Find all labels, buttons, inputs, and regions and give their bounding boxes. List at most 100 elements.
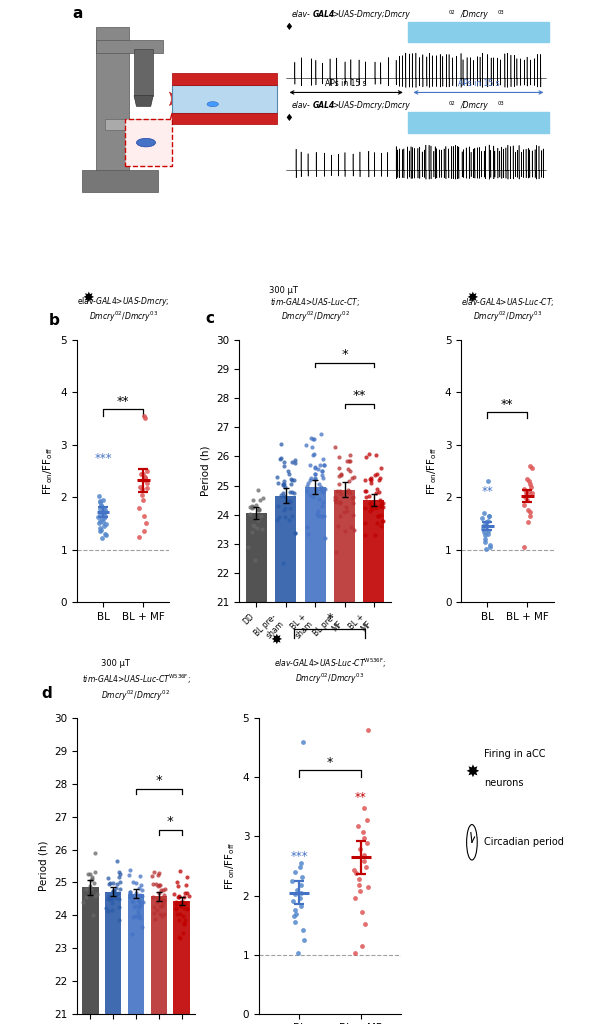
Point: [137, 878, 146, 894]
Text: APs in 15 s: APs in 15 s: [458, 79, 499, 88]
Point: [97, 511, 106, 527]
Point: [336, 466, 346, 482]
Point: [256, 521, 266, 538]
Point: [154, 878, 164, 894]
Point: [171, 900, 181, 916]
Point: [159, 891, 169, 907]
Text: ♦: ♦: [285, 113, 293, 123]
Point: [367, 470, 376, 486]
Point: [109, 883, 119, 899]
Point: [127, 894, 137, 910]
Point: [369, 497, 379, 513]
Point: [306, 470, 316, 486]
Point: [518, 497, 528, 513]
Point: [284, 463, 293, 479]
Point: [364, 487, 374, 504]
Point: [525, 508, 535, 524]
Point: [285, 511, 295, 527]
Point: [345, 484, 355, 501]
Point: [358, 823, 368, 840]
Point: [157, 908, 167, 925]
Point: [331, 494, 341, 510]
Point: [316, 478, 326, 495]
Point: [302, 483, 312, 500]
Point: [251, 497, 261, 513]
Point: [296, 885, 306, 901]
Point: [360, 515, 370, 531]
Point: [94, 515, 104, 531]
Point: [290, 863, 300, 880]
Point: [157, 898, 167, 914]
Point: [103, 890, 113, 906]
Point: [181, 901, 191, 918]
FancyBboxPatch shape: [96, 28, 129, 181]
Point: [336, 485, 346, 502]
Point: [107, 891, 117, 907]
Point: [335, 450, 344, 466]
Point: [376, 460, 386, 476]
Point: [288, 893, 298, 909]
Point: [177, 897, 186, 913]
Point: [317, 463, 327, 479]
Point: [347, 489, 357, 506]
Point: [347, 495, 357, 511]
Point: [137, 920, 147, 936]
Point: [135, 880, 145, 896]
Point: [481, 514, 491, 530]
Point: [114, 891, 124, 907]
Point: [173, 895, 183, 911]
Point: [135, 887, 145, 903]
Point: [373, 508, 383, 524]
Point: [95, 519, 105, 536]
Point: [88, 906, 98, 923]
Point: [309, 466, 319, 482]
Point: [114, 868, 124, 885]
Point: [375, 483, 384, 500]
Point: [159, 895, 169, 911]
Point: [108, 883, 118, 899]
Point: [376, 492, 386, 508]
Point: [105, 891, 114, 907]
Point: [138, 492, 148, 508]
Point: [290, 914, 300, 931]
Point: [361, 449, 371, 465]
Bar: [334, 489, 355, 602]
Point: [359, 853, 369, 869]
Point: [318, 451, 328, 467]
Point: [371, 500, 381, 516]
Point: [527, 460, 537, 476]
Point: [101, 516, 111, 532]
Point: [272, 512, 282, 528]
Point: [307, 438, 317, 455]
Point: [254, 501, 264, 517]
Bar: [363, 500, 384, 602]
Point: [332, 483, 342, 500]
Point: [143, 463, 153, 479]
Point: [330, 488, 340, 505]
Point: [295, 859, 305, 876]
Point: [524, 473, 534, 489]
Point: [181, 869, 191, 886]
Point: [299, 932, 309, 948]
Point: [124, 866, 134, 883]
Point: [355, 841, 365, 857]
Point: [113, 886, 122, 902]
Text: ♦: ♦: [285, 22, 293, 32]
Point: [245, 499, 255, 515]
Point: [155, 898, 165, 914]
Point: [156, 891, 166, 907]
Point: [149, 899, 159, 915]
Text: elav-: elav-: [292, 101, 310, 110]
Point: [480, 531, 490, 548]
Point: [248, 517, 258, 534]
Point: [129, 873, 138, 890]
Point: [296, 898, 306, 914]
Point: [94, 488, 104, 505]
Point: [349, 469, 359, 485]
Point: [305, 472, 315, 488]
Point: [344, 453, 354, 469]
Point: [373, 508, 383, 524]
Point: [97, 530, 107, 547]
Point: [273, 498, 283, 514]
Point: [178, 894, 188, 910]
